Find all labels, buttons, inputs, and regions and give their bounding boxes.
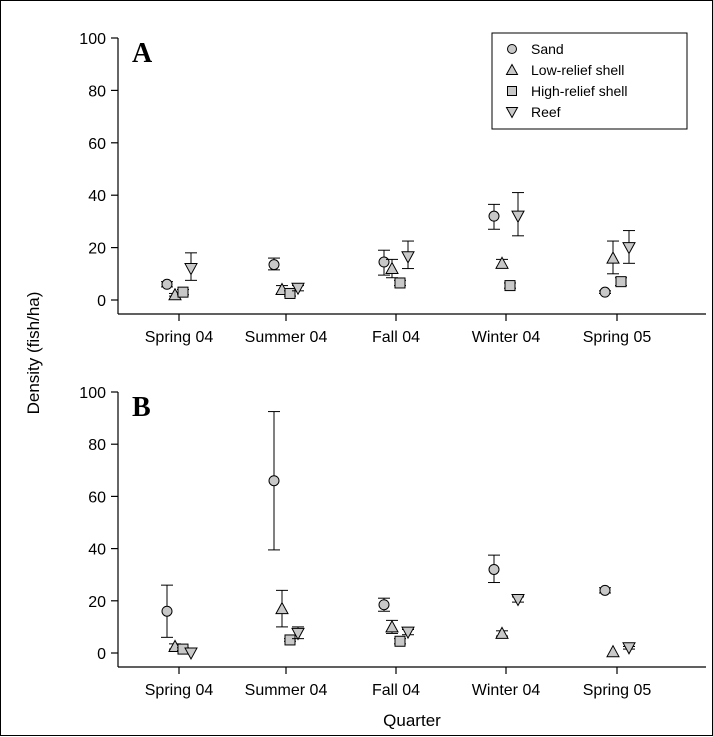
data-point	[161, 278, 173, 290]
data-point	[511, 593, 525, 607]
data-point	[488, 210, 500, 222]
data-point	[161, 605, 173, 617]
y-tick-label: 0	[97, 293, 106, 310]
data-point	[401, 251, 415, 264]
y-tick-label: 100	[79, 31, 106, 48]
data-point	[599, 584, 611, 596]
x-tick-label: Summer 04	[245, 682, 328, 699]
data-point	[268, 475, 280, 487]
data-point	[622, 242, 636, 255]
y-tick-label: 40	[88, 542, 106, 559]
x-tick-label: Spring 04	[145, 682, 214, 699]
data-point	[268, 259, 280, 271]
legend-label: Sand	[531, 41, 564, 57]
y-tick-label: 20	[88, 594, 106, 611]
legend-label: Low-relief shell	[531, 62, 624, 78]
legend-label: High-relief shell	[531, 83, 627, 99]
data-point	[378, 256, 390, 268]
y-tick-label: 80	[88, 83, 106, 100]
y-tick-label: 60	[88, 489, 106, 506]
legend: Sand Low-relief shell High-relief shell Ree…	[491, 32, 688, 130]
data-point	[488, 563, 500, 575]
data-point	[495, 626, 509, 639]
data-point	[615, 276, 627, 288]
y-tick-label: 20	[88, 241, 106, 258]
data-point	[394, 635, 406, 647]
x-axis-title: Quarter	[383, 711, 441, 730]
y-tick-label: 40	[88, 188, 106, 205]
data-point	[495, 256, 509, 269]
x-tick-label: Spring 04	[145, 329, 214, 346]
x-tick-label: Fall 04	[372, 682, 420, 699]
y-tick-label: 0	[97, 646, 106, 663]
data-point	[284, 634, 296, 646]
x-tick-label: Winter 04	[472, 329, 541, 346]
data-point	[291, 282, 305, 296]
x-tick-label: Fall 04	[372, 329, 420, 346]
x-tick-label: Spring 05	[583, 329, 652, 346]
data-point	[599, 286, 611, 298]
data-point	[275, 601, 289, 615]
data-point	[385, 261, 399, 275]
y-tick-label: 60	[88, 136, 106, 153]
data-point	[504, 280, 516, 292]
data-point	[385, 619, 399, 633]
legend-box	[491, 32, 688, 130]
legend-marker	[505, 107, 519, 119]
data-point	[511, 210, 525, 224]
data-point	[177, 286, 189, 298]
y-tick-label: 100	[79, 385, 106, 402]
data-point	[622, 642, 636, 655]
data-point	[284, 287, 296, 299]
data-point	[184, 647, 198, 661]
legend-marker	[507, 86, 517, 96]
legend-marker	[505, 63, 519, 75]
x-tick-label: Spring 05	[583, 682, 652, 699]
legend-marker	[507, 44, 517, 54]
y-axis-title: Density (fish/ha)	[24, 292, 43, 415]
data-point	[291, 627, 305, 641]
x-tick-label: Winter 04	[472, 682, 541, 699]
panel-b: 0 20 40 60 80 100 Spring 04 Summer 04 Fall 04 Win…	[79, 385, 706, 699]
panel-label: B	[132, 392, 151, 423]
data-point	[378, 599, 390, 611]
panel-a: 0 20 40 60 80 100 Spring 04 Summer 04 Fall 04 Win…	[79, 31, 706, 346]
y-tick-label: 80	[88, 437, 106, 454]
data-point	[184, 263, 198, 276]
legend-label: Reef	[531, 104, 561, 120]
data-point	[401, 626, 415, 640]
panel-label: A	[132, 38, 153, 69]
data-point	[606, 251, 620, 264]
data-point	[394, 277, 406, 289]
x-tick-label: Summer 04	[245, 329, 328, 346]
data-point	[606, 644, 620, 658]
